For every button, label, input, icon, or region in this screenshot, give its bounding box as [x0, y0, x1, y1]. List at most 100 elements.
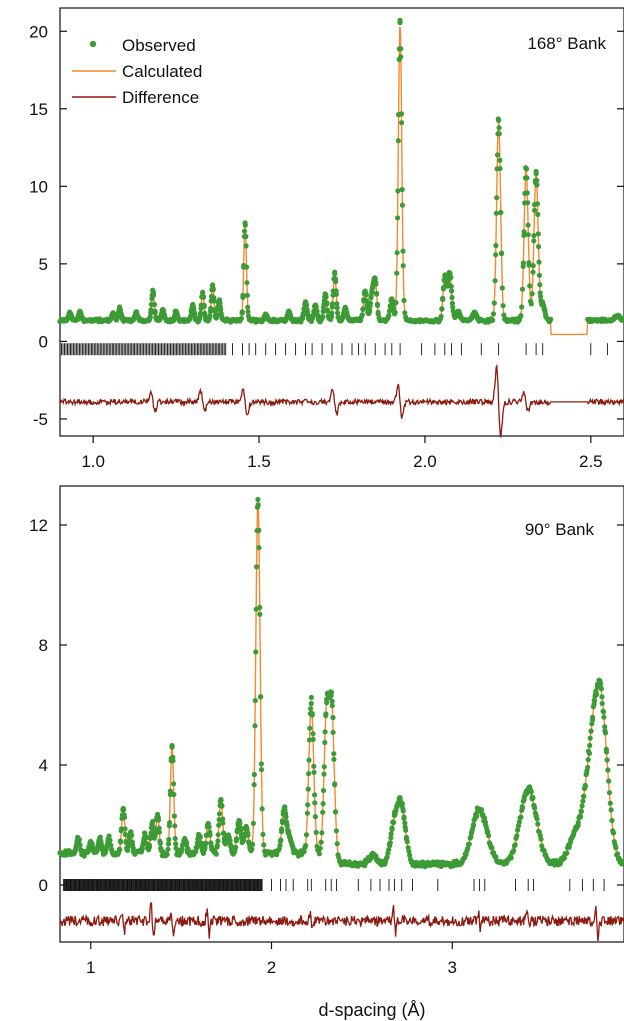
observed-point	[284, 821, 290, 828]
observed-point	[406, 848, 412, 854]
observed-point	[359, 312, 365, 318]
observed-point	[260, 831, 266, 837]
observed-point	[587, 742, 593, 749]
observed-point	[232, 844, 238, 850]
observed-point	[143, 835, 149, 841]
observed-point	[129, 839, 135, 845]
observed-point	[585, 764, 591, 770]
calculated-layer	[60, 500, 624, 865]
observed-point	[364, 298, 370, 304]
observed-point	[121, 812, 127, 818]
observed-point	[165, 846, 171, 853]
observed-point	[312, 800, 318, 806]
observed-point	[136, 317, 142, 323]
observed-point	[384, 854, 390, 860]
observed-point	[200, 293, 206, 300]
observed-point	[536, 244, 542, 250]
observed-point	[183, 842, 190, 848]
observed-point	[191, 309, 197, 315]
observed-point	[607, 800, 613, 806]
observed-point	[128, 832, 134, 839]
observed-point	[499, 285, 505, 291]
observed-point	[312, 814, 318, 820]
observed-point	[493, 252, 499, 258]
observed-point	[243, 243, 249, 249]
legend-observed-marker	[89, 40, 97, 48]
observed-point	[539, 843, 545, 849]
observed-point	[468, 830, 474, 836]
observed-point	[240, 837, 247, 843]
observed-point	[179, 847, 185, 853]
observed-point	[251, 782, 257, 788]
observed-point	[615, 851, 621, 857]
observed-point	[252, 723, 258, 729]
observed-point	[147, 315, 153, 321]
observed-point	[316, 851, 322, 857]
observed-layer	[57, 17, 624, 325]
observed-point	[398, 54, 404, 60]
observed-point	[313, 829, 319, 836]
observed-point	[537, 293, 544, 300]
observed-point	[510, 848, 517, 854]
observed-point	[202, 846, 208, 853]
observed-point	[330, 714, 336, 721]
observed-point	[400, 805, 406, 812]
observed-point	[496, 125, 502, 131]
observed-point	[581, 793, 587, 799]
difference-curve	[59, 363, 624, 438]
observed-point	[321, 771, 327, 777]
observed-point	[258, 761, 264, 767]
observed-point	[617, 315, 623, 321]
observed-point	[605, 767, 611, 773]
observed-point	[402, 310, 408, 316]
observed-point	[548, 316, 554, 322]
observed-point	[458, 315, 464, 321]
observed-point	[466, 841, 472, 847]
observed-point	[531, 803, 537, 809]
observed-point	[325, 308, 331, 314]
observed-point	[207, 832, 213, 838]
observed-point	[216, 811, 223, 817]
observed-point	[399, 202, 405, 208]
observed-point	[586, 750, 593, 757]
observed-point	[80, 317, 86, 323]
observed-point	[335, 310, 341, 316]
observed-point	[323, 294, 329, 300]
observed-point	[207, 314, 213, 320]
observed-point	[482, 821, 488, 827]
observed-point	[394, 270, 400, 276]
observed-point	[374, 291, 380, 297]
observed-point	[494, 195, 500, 201]
observed-point	[319, 313, 326, 320]
observed-point	[321, 764, 327, 770]
y-tick-label: 4	[39, 756, 48, 775]
observed-point	[389, 298, 396, 304]
observed-point	[72, 847, 78, 853]
observed-point	[512, 842, 518, 848]
observed-point	[266, 317, 272, 323]
observed-point	[247, 845, 253, 851]
observed-point	[166, 823, 172, 829]
observed-point	[609, 817, 615, 824]
observed-point	[508, 855, 514, 861]
observed-point	[496, 117, 502, 123]
observed-point	[526, 262, 532, 268]
observed-point	[523, 165, 529, 172]
observed-point	[305, 786, 311, 792]
observed-point	[155, 817, 162, 823]
observed-point	[117, 846, 123, 853]
observed-point	[238, 828, 244, 834]
observed-point	[221, 830, 227, 836]
observed-point	[244, 826, 250, 832]
observed-point	[157, 840, 163, 847]
observed-point	[395, 215, 401, 221]
observed-point	[531, 233, 537, 239]
observed-point	[584, 770, 590, 776]
observed-point	[566, 842, 572, 849]
observed-point	[322, 739, 328, 746]
observed-point	[166, 836, 172, 843]
observed-point	[374, 301, 380, 307]
observed-point	[527, 788, 533, 794]
observed-point	[176, 317, 182, 323]
